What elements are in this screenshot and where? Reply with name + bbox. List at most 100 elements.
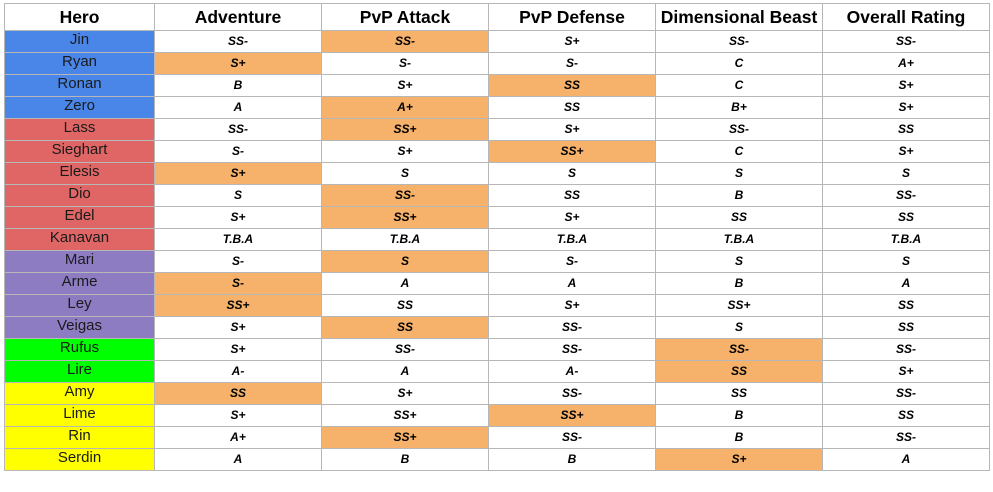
pvp-attack-rating-cell: SS xyxy=(321,316,489,339)
overall-rating-rating-cell: SS xyxy=(822,404,990,427)
dimensional-beast-rating-cell: SS- xyxy=(655,30,823,53)
hero-tier-table: Hero Adventure PvP Attack PvP Defense Di… xyxy=(4,3,990,471)
table-row: Jin SS- SS- S+ SS- SS- xyxy=(4,30,990,53)
table-row: Arme S- A A B A xyxy=(4,272,990,295)
overall-rating-rating-cell: S+ xyxy=(822,360,990,383)
table-row: Lass SS- SS+ S+ SS- SS xyxy=(4,118,990,141)
hero-name-cell: Sieghart xyxy=(4,140,155,163)
table-row: Kanavan T.B.A T.B.A T.B.A T.B.A T.B.A xyxy=(4,228,990,251)
table-row: Ryan S+ S- S- C A+ xyxy=(4,52,990,75)
dimensional-beast-rating-cell: S xyxy=(655,162,823,185)
overall-rating-rating-cell: S+ xyxy=(822,74,990,97)
overall-rating-rating-cell: S+ xyxy=(822,140,990,163)
hero-name-cell: Edel xyxy=(4,206,155,229)
pvp-defense-rating-cell: SS- xyxy=(488,338,656,361)
pvp-defense-rating-cell: SS+ xyxy=(488,404,656,427)
table-row: Sieghart S- S+ SS+ C S+ xyxy=(4,140,990,163)
table-row: Amy SS S+ SS- SS SS- xyxy=(4,382,990,405)
pvp-attack-rating-cell: S xyxy=(321,250,489,273)
dimensional-beast-rating-cell: S+ xyxy=(655,448,823,471)
table-row: Ronan B S+ SS C S+ xyxy=(4,74,990,97)
overall-rating-rating-cell: SS- xyxy=(822,184,990,207)
overall-rating-rating-cell: T.B.A xyxy=(822,228,990,251)
table-row: Serdin A B B S+ A xyxy=(4,448,990,471)
overall-rating-rating-cell: SS- xyxy=(822,426,990,449)
column-header-adventure: Adventure xyxy=(154,3,322,31)
pvp-defense-rating-cell: SS xyxy=(488,96,656,119)
pvp-attack-rating-cell: SS+ xyxy=(321,404,489,427)
hero-name-cell: Veigas xyxy=(4,316,155,339)
dimensional-beast-rating-cell: B xyxy=(655,404,823,427)
header-row: Hero Adventure PvP Attack PvP Defense Di… xyxy=(4,3,990,31)
hero-name-cell: Lass xyxy=(4,118,155,141)
pvp-defense-rating-cell: A- xyxy=(488,360,656,383)
dimensional-beast-rating-cell: SS xyxy=(655,382,823,405)
pvp-defense-rating-cell: S- xyxy=(488,52,656,75)
adventure-rating-cell: T.B.A xyxy=(154,228,322,251)
pvp-attack-rating-cell: S+ xyxy=(321,382,489,405)
pvp-defense-rating-cell: S- xyxy=(488,250,656,273)
column-header-pvp-attack: PvP Attack xyxy=(321,3,489,31)
pvp-defense-rating-cell: SS- xyxy=(488,316,656,339)
dimensional-beast-rating-cell: SS- xyxy=(655,338,823,361)
hero-name-cell: Ley xyxy=(4,294,155,317)
pvp-defense-rating-cell: S xyxy=(488,162,656,185)
adventure-rating-cell: SS xyxy=(154,382,322,405)
adventure-rating-cell: S+ xyxy=(154,338,322,361)
column-header-hero: Hero xyxy=(4,3,155,31)
adventure-rating-cell: A- xyxy=(154,360,322,383)
hero-name-cell: Arme xyxy=(4,272,155,295)
pvp-attack-rating-cell: SS xyxy=(321,294,489,317)
dimensional-beast-rating-cell: S xyxy=(655,316,823,339)
table-row: Edel S+ SS+ S+ SS SS xyxy=(4,206,990,229)
adventure-rating-cell: S- xyxy=(154,272,322,295)
pvp-defense-rating-cell: S+ xyxy=(488,118,656,141)
table-row: Ley SS+ SS S+ SS+ SS xyxy=(4,294,990,317)
adventure-rating-cell: A+ xyxy=(154,426,322,449)
adventure-rating-cell: A xyxy=(154,96,322,119)
overall-rating-rating-cell: SS xyxy=(822,206,990,229)
overall-rating-rating-cell: A+ xyxy=(822,52,990,75)
pvp-defense-rating-cell: S+ xyxy=(488,30,656,53)
overall-rating-rating-cell: S xyxy=(822,250,990,273)
pvp-attack-rating-cell: SS- xyxy=(321,338,489,361)
table-row: Rufus S+ SS- SS- SS- SS- xyxy=(4,338,990,361)
overall-rating-rating-cell: SS xyxy=(822,294,990,317)
table-row: Mari S- S S- S S xyxy=(4,250,990,273)
hero-name-cell: Rin xyxy=(4,426,155,449)
table-body: Jin SS- SS- S+ SS- SS- Ryan S+ S- S- C A+ Ronan B S+ SS… xyxy=(4,30,990,471)
overall-rating-rating-cell: SS- xyxy=(822,338,990,361)
dimensional-beast-rating-cell: B+ xyxy=(655,96,823,119)
adventure-rating-cell: A xyxy=(154,448,322,471)
overall-rating-rating-cell: SS xyxy=(822,316,990,339)
pvp-attack-rating-cell: A xyxy=(321,360,489,383)
pvp-defense-rating-cell: A xyxy=(488,272,656,295)
table-row: Veigas S+ SS SS- S SS xyxy=(4,316,990,339)
pvp-defense-rating-cell: T.B.A xyxy=(488,228,656,251)
adventure-rating-cell: S+ xyxy=(154,52,322,75)
hero-name-cell: Kanavan xyxy=(4,228,155,251)
pvp-defense-rating-cell: B xyxy=(488,448,656,471)
adventure-rating-cell: S- xyxy=(154,140,322,163)
pvp-defense-rating-cell: SS- xyxy=(488,426,656,449)
adventure-rating-cell: SS- xyxy=(154,30,322,53)
dimensional-beast-rating-cell: T.B.A xyxy=(655,228,823,251)
adventure-rating-cell: B xyxy=(154,74,322,97)
overall-rating-rating-cell: SS xyxy=(822,118,990,141)
table-row: Rin A+ SS+ SS- B SS- xyxy=(4,426,990,449)
overall-rating-rating-cell: SS- xyxy=(822,382,990,405)
adventure-rating-cell: S+ xyxy=(154,206,322,229)
overall-rating-rating-cell: S xyxy=(822,162,990,185)
pvp-attack-rating-cell: SS+ xyxy=(321,426,489,449)
column-header-overall-rating: Overall Rating xyxy=(822,3,990,31)
pvp-attack-rating-cell: A xyxy=(321,272,489,295)
overall-rating-rating-cell: A xyxy=(822,272,990,295)
hero-name-cell: Zero xyxy=(4,96,155,119)
hero-name-cell: Jin xyxy=(4,30,155,53)
hero-name-cell: Ronan xyxy=(4,74,155,97)
dimensional-beast-rating-cell: SS xyxy=(655,206,823,229)
hero-name-cell: Ryan xyxy=(4,52,155,75)
dimensional-beast-rating-cell: C xyxy=(655,140,823,163)
dimensional-beast-rating-cell: B xyxy=(655,426,823,449)
table-row: Lire A- A A- SS S+ xyxy=(4,360,990,383)
